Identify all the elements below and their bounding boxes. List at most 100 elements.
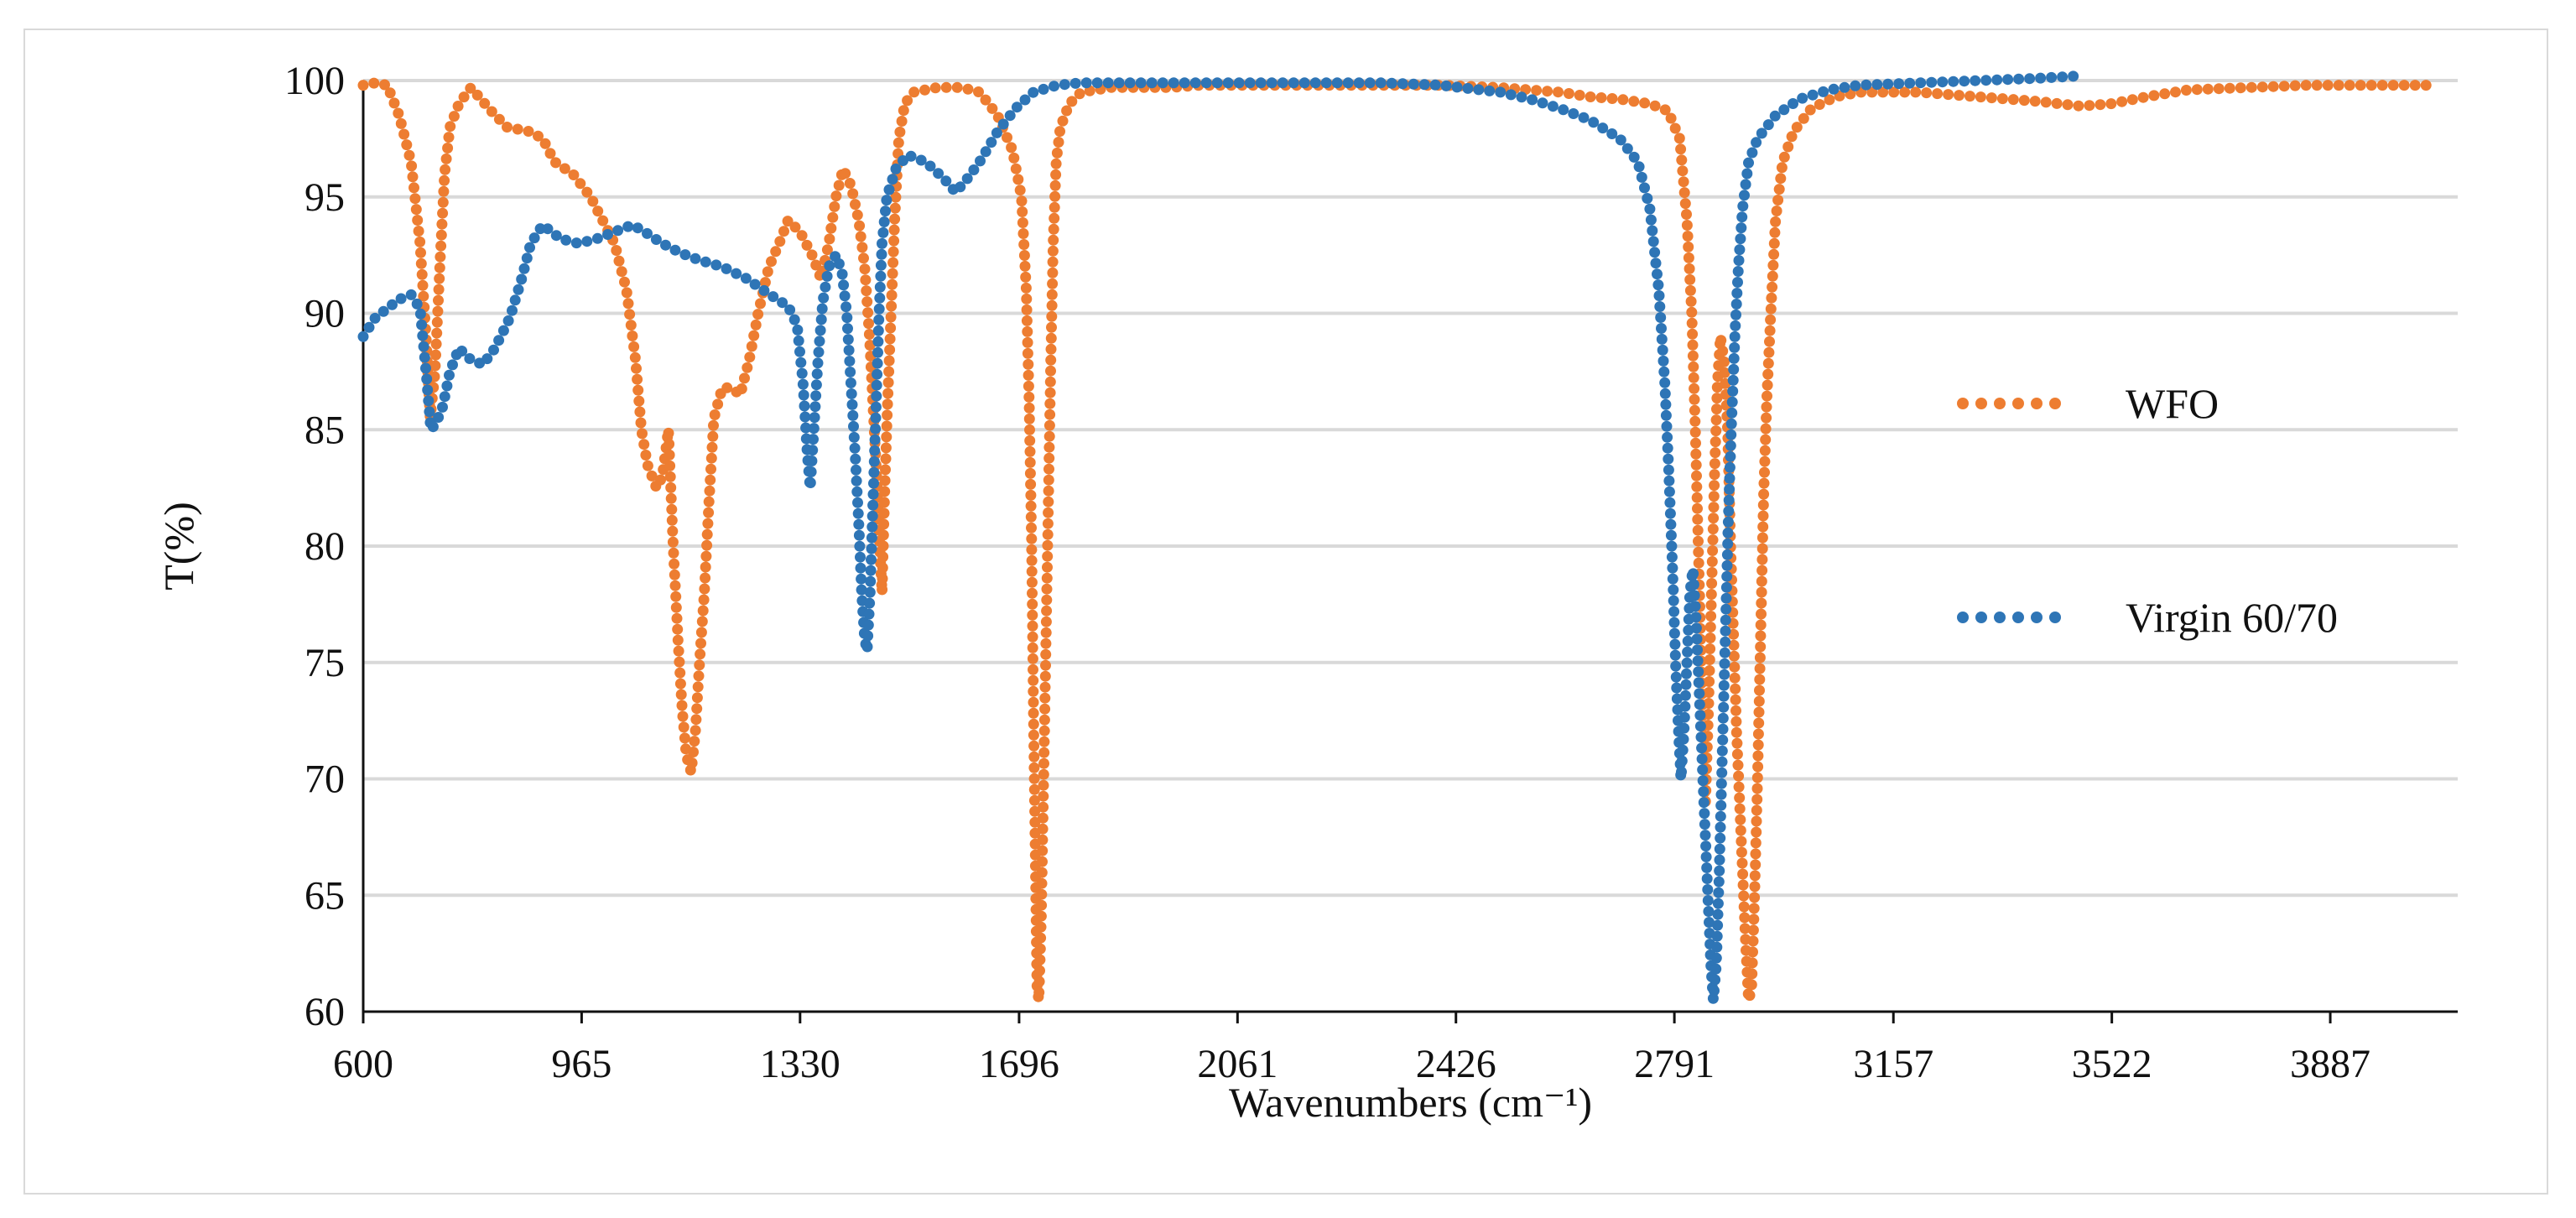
data-point [1701, 862, 1713, 873]
data-point [2035, 72, 2047, 84]
data-point [1762, 368, 1774, 380]
data-point [1678, 187, 1690, 199]
data-point [1688, 361, 1699, 372]
data-point [417, 330, 429, 341]
data-point [1027, 642, 1038, 653]
data-point [1309, 77, 1321, 89]
data-point [1756, 554, 1768, 565]
data-point [1036, 899, 1048, 911]
data-point [1033, 976, 1045, 987]
data-point [1730, 705, 1741, 716]
data-point [1686, 306, 1698, 318]
data-point [1028, 740, 1040, 752]
data-point [1046, 321, 1057, 333]
data-point [575, 178, 586, 190]
data-point [986, 102, 998, 114]
data-point [1691, 481, 1703, 492]
data-point [1038, 768, 1049, 780]
data-point [736, 383, 747, 394]
data-point [870, 423, 882, 435]
data-point [2137, 91, 2149, 103]
data-point [883, 355, 895, 367]
data-point [869, 445, 881, 456]
data-point [1751, 826, 1762, 838]
data-point [632, 384, 644, 396]
data-point [1730, 299, 1742, 310]
data-point [672, 623, 684, 635]
data-point [448, 111, 460, 122]
data-point [1050, 158, 1062, 169]
data-point [883, 184, 895, 195]
data-point [387, 299, 398, 310]
data-point [1660, 409, 1672, 421]
data-point [1028, 707, 1039, 719]
data-point [705, 474, 716, 486]
data-point [1708, 513, 1720, 524]
data-point [581, 236, 593, 247]
data-point [1782, 141, 1794, 153]
data-point [793, 335, 804, 346]
data-point [2159, 88, 2171, 100]
data-point [843, 345, 855, 356]
data-point [663, 427, 674, 439]
data-point [865, 575, 877, 587]
data-point [860, 274, 872, 286]
data-point [2420, 80, 2432, 91]
data-point [1716, 745, 1728, 757]
data-point [611, 245, 622, 256]
data-point [702, 518, 714, 529]
data-point [890, 191, 902, 203]
data-point [1048, 234, 1059, 246]
data-point [686, 757, 698, 768]
data-point [1704, 917, 1715, 928]
data-point [878, 518, 890, 530]
data-point [1758, 488, 1770, 500]
data-point [1707, 523, 1719, 535]
data-point [865, 565, 877, 576]
legend-marker [2049, 612, 2061, 623]
data-point [1702, 884, 1714, 895]
data-point [1759, 455, 1771, 467]
data-point [465, 82, 476, 94]
data-point [1026, 576, 1038, 588]
x-tick-label: 3887 [2290, 1042, 2370, 1086]
data-point [1578, 112, 1590, 123]
data-point [435, 251, 446, 263]
data-point [1739, 912, 1751, 924]
data-point [1025, 478, 1037, 490]
data-point [1074, 88, 1085, 100]
data-point [1738, 890, 1750, 902]
data-point [2224, 82, 2235, 94]
data-point [1277, 77, 1288, 89]
data-point [1698, 786, 1710, 798]
data-point [870, 401, 882, 413]
data-point [863, 608, 875, 620]
data-point [871, 390, 882, 402]
data-point [433, 412, 445, 423]
data-point [1046, 299, 1058, 311]
data-point [1665, 112, 1677, 124]
data-point [1662, 431, 1673, 443]
data-point [1749, 892, 1761, 903]
data-point [851, 464, 861, 476]
data-point [602, 229, 613, 240]
data-point [882, 409, 893, 421]
data-point [1694, 699, 1705, 710]
data-point [1882, 78, 1894, 90]
data-point [1671, 682, 1683, 694]
data-point [1714, 843, 1725, 855]
data-point [1018, 239, 1030, 250]
data-point [1038, 736, 1050, 747]
data-point [898, 105, 909, 117]
data-point [1714, 865, 1725, 877]
data-point [430, 349, 441, 361]
data-point [1727, 374, 1739, 386]
data-point [1027, 653, 1038, 664]
data-point [1689, 404, 1700, 416]
data-point [955, 181, 966, 193]
data-point [692, 681, 704, 693]
data-point [1671, 693, 1683, 705]
data-point [550, 230, 562, 242]
data-point [867, 488, 879, 500]
data-point [674, 667, 686, 679]
